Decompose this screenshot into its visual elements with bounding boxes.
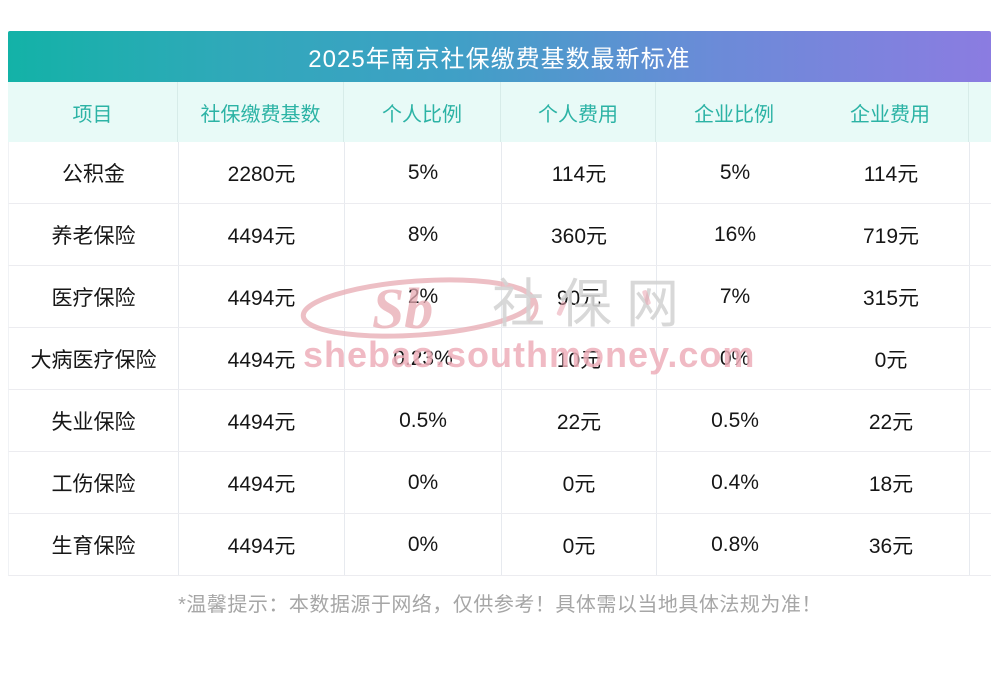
header-empty-sliver: [968, 82, 991, 142]
table-row: 生育保险 4494元 0% 0元 0.8% 36元: [8, 514, 991, 576]
row-empty-sliver: [969, 142, 992, 203]
cell-r6-c1: 4494元: [178, 514, 344, 575]
row-empty-sliver: [969, 204, 992, 265]
cell-r2-c3: 90元: [501, 266, 656, 327]
cell-r5-c1: 4494元: [178, 452, 344, 513]
cell-r6-c4: 0.8%: [656, 514, 813, 575]
cell-r5-c0: 工伤保险: [51, 472, 136, 496]
cell-r0-c4: 5%: [656, 142, 813, 203]
cell-r3-c5: 0元: [874, 348, 908, 372]
table-row: 养老保险 4494元 8% 360元 16% 719元: [8, 204, 991, 266]
header-cell-1: 社保缴费基数: [177, 82, 343, 142]
cell-r5-c4: 0.4%: [656, 452, 813, 513]
cell-r6-c5: 36元: [868, 534, 914, 558]
cell-r5-c3: 0元: [501, 452, 656, 513]
header-cell-3: 个人费用: [500, 82, 655, 142]
cell-r6-c3: 0元: [501, 514, 656, 575]
cell-r5-c2: 0%: [344, 452, 501, 513]
cell-r5-c5: 18元: [868, 472, 914, 496]
table-title-bar: 2025年南京社保缴费基数最新标准: [8, 31, 991, 82]
header-cell-5: 企业费用: [850, 103, 930, 126]
table-body: 公积金 2280元 5% 114元 5% 114元 养老保险 4494元 8% 360元 16% 71…: [8, 142, 991, 576]
cell-r0-c3: 114元: [501, 142, 656, 203]
cell-r4-c4: 0.5%: [656, 390, 813, 451]
cell-r3-c4: 0%: [656, 328, 813, 389]
table-row: 大病医疗保险 4494元 0.23% 10元 0% 0元: [8, 328, 991, 390]
cell-r1-c0: 养老保险: [51, 224, 136, 248]
table-row: 公积金 2280元 5% 114元 5% 114元: [8, 142, 991, 204]
table-row: 工伤保险 4494元 0% 0元 0.4% 18元: [8, 452, 991, 514]
cell-r3-c0: 大病医疗保险: [30, 348, 157, 372]
row-empty-sliver: [969, 328, 992, 389]
cell-r2-c1: 4494元: [178, 266, 344, 327]
row-empty-sliver: [969, 514, 992, 575]
cell-r3-c1: 4494元: [178, 328, 344, 389]
cell-r2-c2: 2%: [344, 266, 501, 327]
cell-r4-c3: 22元: [501, 390, 656, 451]
table-title: 2025年南京社保缴费基数最新标准: [308, 46, 691, 73]
cell-r1-c2: 8%: [344, 204, 501, 265]
row-empty-sliver: [969, 266, 992, 327]
cell-r0-c0: 公积金: [62, 162, 125, 186]
cell-r1-c3: 360元: [501, 204, 656, 265]
cell-r6-c0: 生育保险: [51, 534, 136, 558]
header-cell-2: 个人比例: [343, 82, 500, 142]
header-cell-4: 企业比例: [655, 82, 812, 142]
cell-r4-c2: 0.5%: [344, 390, 501, 451]
cell-r2-c0: 医疗保险: [51, 286, 136, 310]
footer-note: *温馨提示：本数据源于网络，仅供参考！具体需以当地具体法规为准！: [178, 594, 822, 616]
table-header-row: 项目 社保缴费基数 个人比例 个人费用 企业比例 企业费用: [8, 82, 991, 142]
cell-r1-c1: 4494元: [178, 204, 344, 265]
cell-r2-c4: 7%: [656, 266, 813, 327]
cell-r1-c4: 16%: [656, 204, 813, 265]
cell-r2-c5: 315元: [862, 286, 920, 310]
table-row: 医疗保险 4494元 2% 90元 7% 315元: [8, 266, 991, 328]
cell-r3-c2: 0.23%: [344, 328, 501, 389]
cell-r1-c5: 719元: [862, 224, 920, 248]
cell-r4-c1: 4494元: [178, 390, 344, 451]
cell-r4-c0: 失业保险: [51, 410, 136, 434]
row-empty-sliver: [969, 390, 992, 451]
cell-r3-c3: 10元: [501, 328, 656, 389]
cell-r0-c5: 114元: [863, 162, 919, 186]
social-insurance-table-card: 2025年南京社保缴费基数最新标准 项目 社保缴费基数 个人比例 个人费用 企业比例 企业…: [8, 31, 991, 576]
cell-r0-c1: 2280元: [178, 142, 344, 203]
table-row: 失业保险 4494元 0.5% 22元 0.5% 22元: [8, 390, 991, 452]
cell-r0-c2: 5%: [344, 142, 501, 203]
cell-r4-c5: 22元: [868, 410, 914, 434]
header-cell-0: 项目: [72, 103, 113, 126]
cell-r6-c2: 0%: [344, 514, 501, 575]
row-empty-sliver: [969, 452, 992, 513]
